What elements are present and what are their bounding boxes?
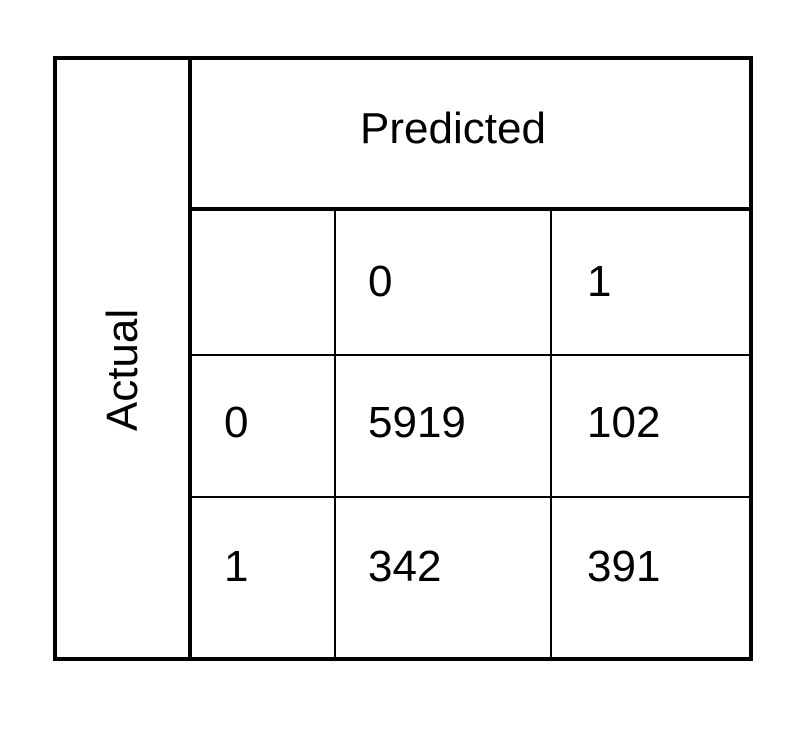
cell-value-0-0: 5919 bbox=[368, 398, 466, 447]
cell-value-1-1: 391 bbox=[587, 542, 660, 591]
actual-header: Actual bbox=[98, 309, 147, 431]
predicted-header: Predicted bbox=[360, 104, 546, 153]
row-label-0: 0 bbox=[224, 398, 248, 447]
column-label-1: 1 bbox=[587, 257, 611, 306]
column-label-0: 0 bbox=[368, 257, 392, 306]
cell-value-0-1: 102 bbox=[587, 398, 660, 447]
matrix-outer-border bbox=[53, 56, 753, 661]
row-label-1: 1 bbox=[224, 542, 248, 591]
cell-value-1-0: 342 bbox=[368, 542, 441, 591]
